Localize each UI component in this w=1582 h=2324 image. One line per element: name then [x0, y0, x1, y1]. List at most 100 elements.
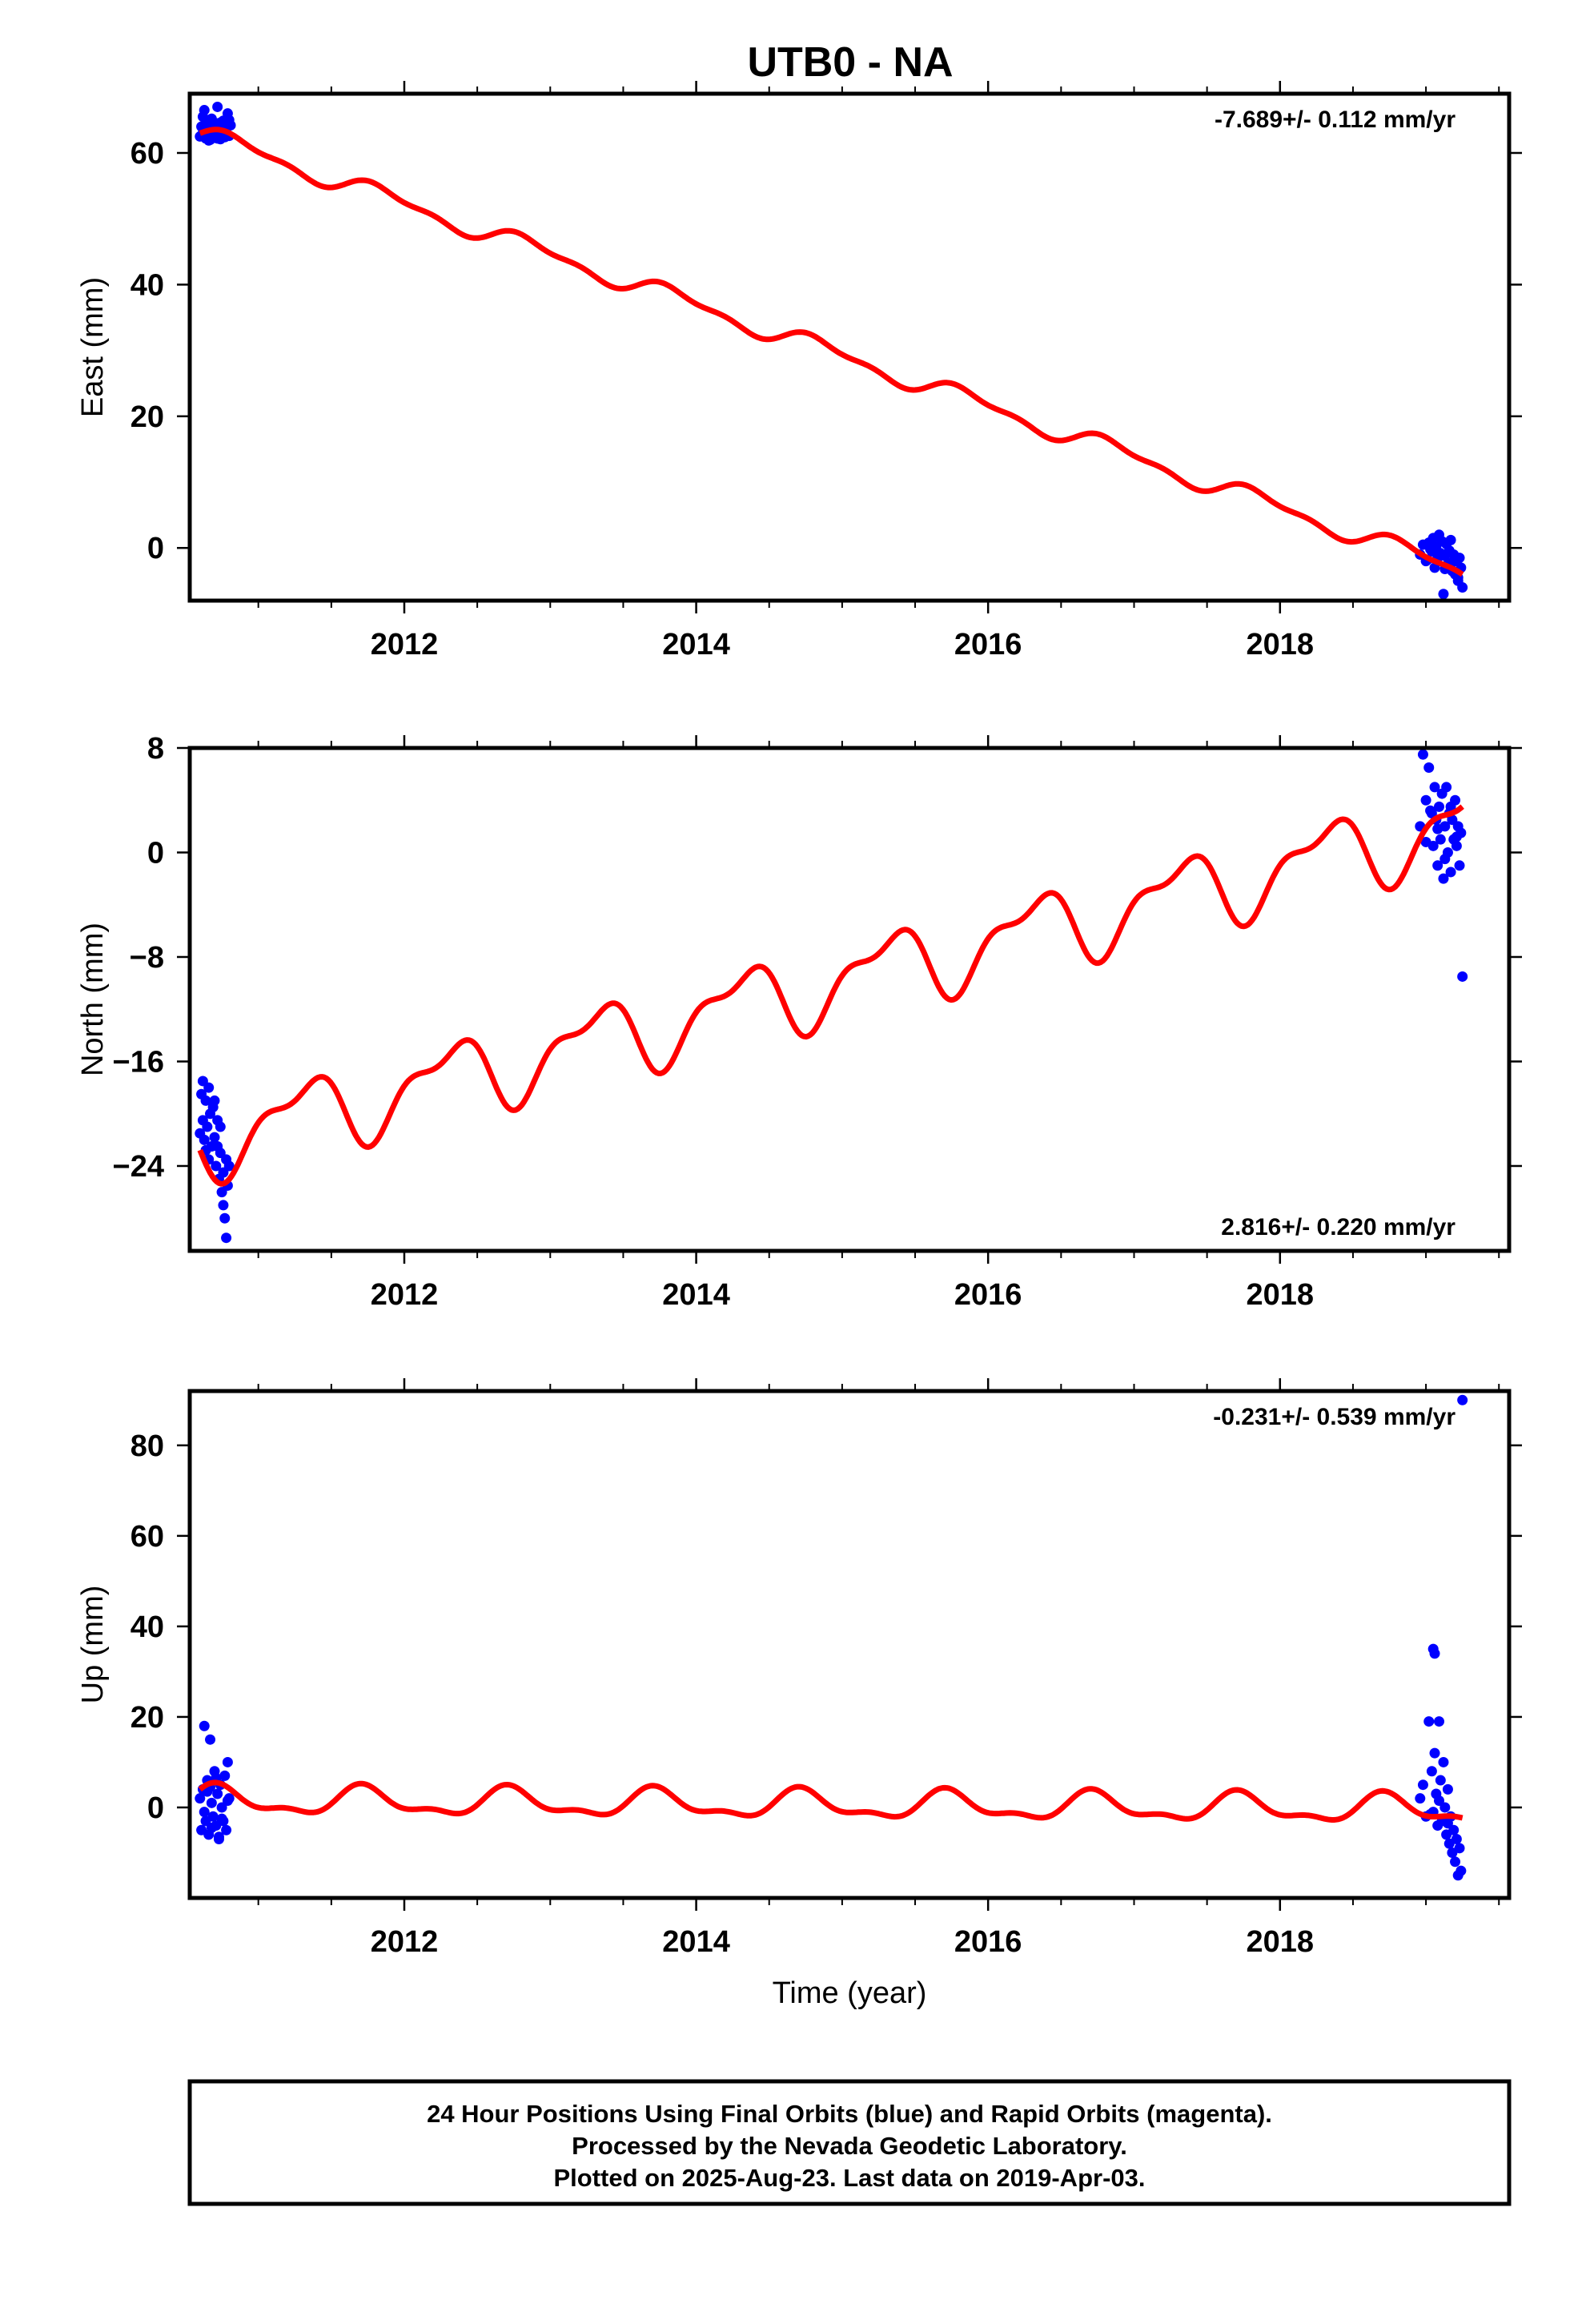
x-tick-label: 2016 — [954, 1925, 1022, 1959]
data-point — [203, 1082, 215, 1093]
y-tick-label: 0 — [147, 1791, 164, 1825]
data-point — [1451, 1834, 1462, 1845]
data-point — [1426, 1766, 1437, 1777]
data-point — [223, 115, 235, 126]
data-point — [212, 133, 223, 144]
data-point — [222, 1795, 233, 1806]
x-axis-label: Time (year) — [773, 1976, 927, 2010]
x-tick-label: 2014 — [662, 628, 730, 661]
x-tick-label: 2014 — [662, 1278, 730, 1312]
data-point — [207, 1811, 219, 1822]
y-tick-label: 0 — [147, 532, 164, 565]
velocity-label: 2.816+/- 0.220 mm/yr — [1221, 1214, 1456, 1240]
data-point — [219, 1212, 231, 1224]
data-point — [1456, 1865, 1467, 1876]
data-point — [1429, 782, 1440, 793]
data-point — [1435, 834, 1446, 845]
data-point — [213, 1831, 224, 1843]
data-point — [1435, 1775, 1446, 1786]
y-tick-label: 60 — [130, 1520, 164, 1554]
footer-line-2: Processed by the Nevada Geodetic Laborat… — [572, 2132, 1127, 2160]
data-point — [206, 1797, 217, 1808]
data-point — [1445, 801, 1456, 812]
data-point — [1450, 1856, 1461, 1868]
data-point — [1433, 801, 1444, 812]
data-point — [1425, 544, 1436, 555]
data-point — [1433, 1716, 1444, 1727]
panel-up: 2012 2014 2016 2018 0 20 40 60 80 Up (mm) Time (ye… — [76, 1378, 1522, 2010]
data-point — [1442, 1783, 1453, 1795]
y-tick-label: 0 — [147, 836, 164, 870]
plot-frame — [187, 91, 1512, 603]
velocity-label: -7.689+/- 0.112 mm/yr — [1215, 107, 1456, 133]
data-point — [1420, 836, 1431, 847]
x-tick-label: 2014 — [662, 1925, 730, 1959]
y-tick-label: 60 — [130, 137, 164, 171]
x-tick-label: 2012 — [371, 1925, 439, 1959]
data-point — [221, 1824, 232, 1835]
panel-north: 2012 2014 2016 2018 −24 −16 −8 0 8 North (mm) 2.81… — [76, 732, 1522, 1312]
data-point — [212, 1788, 223, 1799]
y-tick-label: 20 — [130, 400, 164, 434]
data-point — [199, 1807, 210, 1818]
y-tick-label: 8 — [147, 732, 164, 766]
data-point — [200, 1095, 211, 1106]
data-point — [1438, 873, 1449, 884]
data-point — [222, 1756, 233, 1767]
data-point — [199, 1134, 210, 1145]
data-point — [218, 1200, 229, 1211]
footer-line-1: 24 Hour Positions Using Final Orbits (bl… — [427, 2100, 1272, 2128]
data-point — [212, 1115, 223, 1126]
data-point — [199, 1720, 210, 1731]
data-point — [1417, 1779, 1428, 1791]
data-point — [1433, 549, 1444, 560]
data-point — [1433, 1795, 1444, 1806]
y-tick-label: −8 — [130, 941, 164, 975]
data-points — [195, 749, 1468, 1244]
y-axis-label: Up (mm) — [76, 1586, 110, 1704]
velocity-label: -0.231+/- 0.539 mm/yr — [1213, 1404, 1456, 1430]
data-point — [221, 1154, 232, 1165]
data-point — [1415, 1793, 1426, 1804]
x-tick-label: 2012 — [371, 1278, 439, 1312]
data-point — [211, 1160, 222, 1172]
data-point — [1451, 840, 1462, 851]
data-point — [1441, 782, 1452, 793]
panel-east: 2012 2014 2016 2018 0 20 40 60 East (mm) -7.689+/… — [76, 81, 1522, 661]
data-point — [1454, 860, 1465, 871]
data-point — [221, 1232, 232, 1244]
data-point — [1457, 582, 1468, 593]
data-point — [219, 1770, 231, 1781]
y-axis-label: East (mm) — [76, 277, 110, 417]
data-point — [1438, 1756, 1449, 1767]
plot-frame — [187, 1389, 1512, 1900]
data-point — [206, 1822, 217, 1833]
data-point — [1429, 1747, 1440, 1759]
y-axis-label: North (mm) — [76, 923, 110, 1076]
x-tick-label: 2012 — [371, 628, 439, 661]
y-tick-label: 20 — [130, 1701, 164, 1735]
data-point — [1448, 1824, 1460, 1835]
data-point — [1420, 794, 1431, 806]
data-point — [205, 1734, 216, 1745]
data-point — [1457, 1394, 1468, 1405]
data-point — [209, 1132, 220, 1143]
data-point — [1445, 534, 1456, 545]
data-point — [1454, 1843, 1465, 1854]
data-point — [1432, 860, 1443, 871]
data-point — [1442, 1818, 1453, 1829]
footer-box — [187, 2079, 1512, 2206]
y-tick-label: 40 — [130, 268, 164, 302]
data-point — [1429, 1648, 1440, 1659]
data-point — [1457, 971, 1468, 982]
data-point — [215, 117, 226, 128]
x-tick-label: 2016 — [954, 628, 1022, 661]
footer-line-3: Plotted on 2025-Aug-23. Last data on 201… — [553, 2164, 1145, 2192]
plot-frame — [187, 746, 1512, 1253]
model-fit-line — [197, 804, 1464, 1187]
data-point — [209, 1095, 220, 1106]
x-tick-label: 2016 — [954, 1278, 1022, 1312]
data-point — [1417, 749, 1428, 760]
y-tick-label: 40 — [130, 1610, 164, 1644]
